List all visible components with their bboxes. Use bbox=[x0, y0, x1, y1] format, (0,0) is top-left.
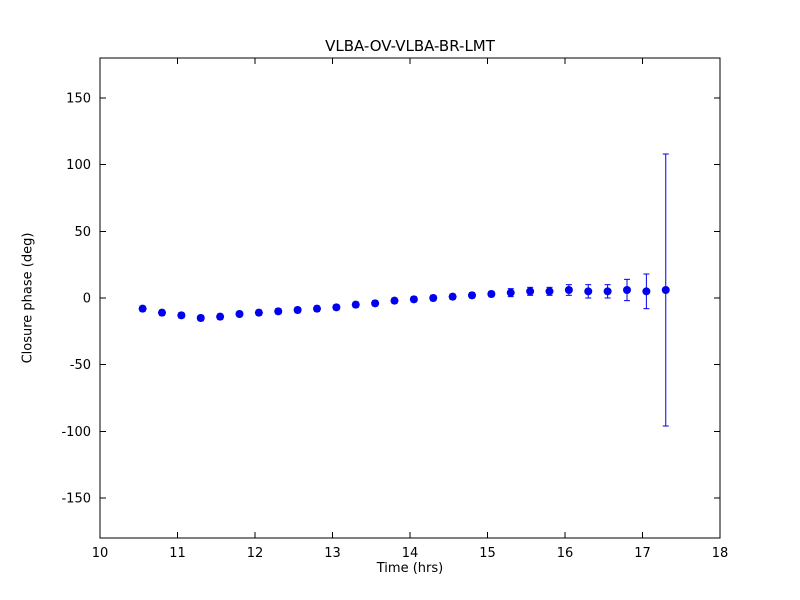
data-point bbox=[584, 287, 593, 296]
x-tick-label: 10 bbox=[92, 546, 109, 561]
x-tick-label: 14 bbox=[402, 546, 419, 561]
x-tick-label: 13 bbox=[324, 546, 341, 561]
data-point bbox=[390, 296, 399, 305]
data-point bbox=[371, 299, 380, 308]
data-point bbox=[158, 308, 166, 317]
data-point bbox=[351, 300, 360, 309]
y-tick-label: 150 bbox=[66, 92, 91, 107]
x-tick-label: 12 bbox=[247, 546, 264, 561]
data-series bbox=[138, 286, 670, 322]
data-point bbox=[545, 287, 554, 296]
plot-title: VLBA-OV-VLBA-BR-LMT bbox=[325, 37, 495, 55]
data-point bbox=[138, 304, 147, 313]
data-point bbox=[254, 308, 263, 317]
x-tick-label: 11 bbox=[169, 546, 186, 561]
y-axis-label: Closure phase (deg) bbox=[20, 232, 36, 364]
data-point bbox=[293, 306, 302, 314]
y-tick-label: -50 bbox=[70, 358, 91, 373]
y-tick-label: -150 bbox=[61, 492, 91, 507]
data-point bbox=[448, 292, 457, 301]
x-tick-label: 16 bbox=[557, 546, 574, 561]
x-tick-label: 15 bbox=[479, 546, 496, 561]
x-axis-label: Time (hrs) bbox=[376, 561, 444, 576]
data-point bbox=[429, 294, 438, 302]
y-tick-label: 0 bbox=[83, 292, 91, 307]
data-point bbox=[216, 312, 225, 321]
data-point bbox=[526, 287, 535, 296]
y-axis-ticks: -150 -100 -50 0 50 100 150 bbox=[61, 92, 720, 507]
data-point bbox=[623, 286, 631, 294]
x-tick-label: 17 bbox=[634, 546, 651, 561]
data-point bbox=[661, 286, 670, 294]
data-point bbox=[196, 314, 205, 322]
data-point bbox=[506, 288, 515, 297]
data-point bbox=[564, 286, 573, 294]
y-tick-label: 50 bbox=[74, 225, 91, 240]
data-point bbox=[468, 291, 476, 300]
y-tick-label: -100 bbox=[61, 425, 91, 440]
data-point bbox=[603, 287, 612, 296]
data-point bbox=[274, 307, 283, 316]
y-tick-label: 100 bbox=[66, 158, 91, 173]
data-point bbox=[487, 290, 496, 298]
data-point bbox=[332, 303, 341, 312]
data-point bbox=[409, 295, 418, 304]
x-axis-ticks: 10 11 12 13 14 15 16 17 18 bbox=[92, 58, 729, 561]
x-tick-label: 18 bbox=[712, 546, 729, 561]
data-point bbox=[235, 310, 244, 318]
data-point bbox=[642, 287, 651, 296]
data-point bbox=[313, 304, 321, 313]
data-point bbox=[177, 311, 186, 320]
